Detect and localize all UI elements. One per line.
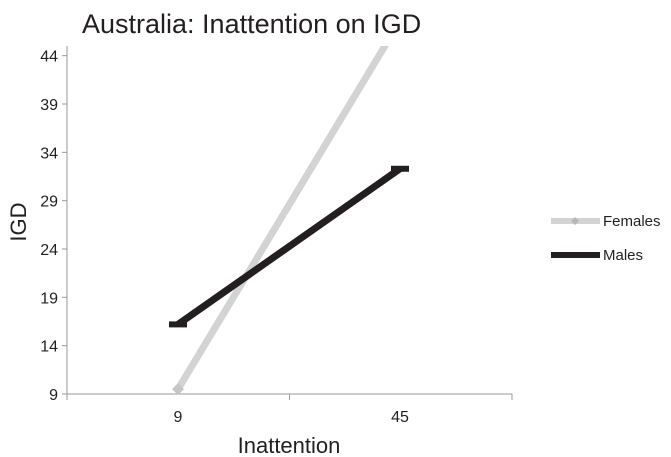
x-axis-label: Inattention <box>238 433 341 457</box>
y-tick-label: 44 <box>40 49 58 66</box>
data-point-males <box>391 165 409 172</box>
legend-label-males: Males <box>603 247 643 264</box>
y-tick-label: 34 <box>40 145 58 162</box>
legend: Females Males <box>551 213 661 264</box>
y-tick-label: 29 <box>40 194 58 211</box>
y-axis-ticks: 9 14 19 24 29 34 39 44 <box>40 49 67 404</box>
x-tick-label: 9 <box>174 409 183 426</box>
series-markers <box>169 165 409 396</box>
y-tick-label: 14 <box>40 339 58 356</box>
data-point-females <box>172 383 184 396</box>
legend-label-females: Females <box>603 213 661 230</box>
x-tick-label: 45 <box>391 409 409 426</box>
x-axis-ticks: 9 45 <box>66 394 513 426</box>
y-tick-label: 9 <box>49 387 58 404</box>
y-tick-label: 39 <box>40 97 58 114</box>
y-tick-label: 24 <box>40 242 58 259</box>
series-line-females <box>175 46 389 391</box>
legend-marker-icon <box>571 217 579 225</box>
y-tick-label: 19 <box>40 290 58 307</box>
data-point-males <box>169 321 187 328</box>
plot-area <box>175 46 403 391</box>
series-line-males <box>175 165 403 328</box>
y-axis-label: IGD <box>6 202 31 241</box>
chart-title: Australia: Inattention on IGD <box>82 9 421 39</box>
